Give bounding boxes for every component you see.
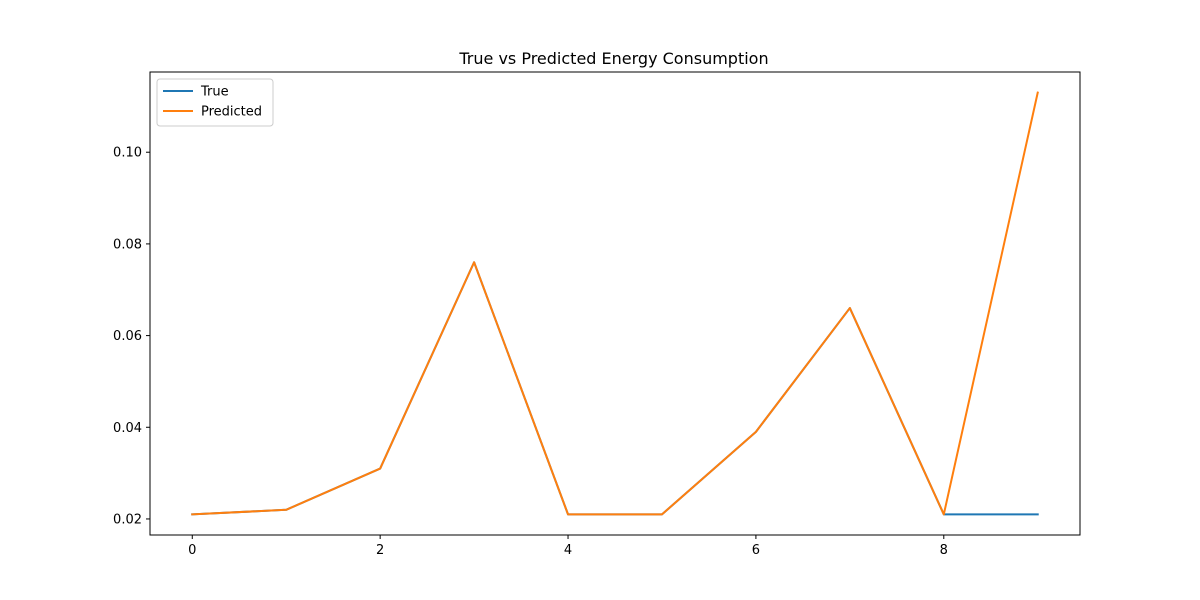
legend-label-predicted: Predicted (201, 105, 262, 120)
x-axis: 0 2 4 6 8 (188, 535, 948, 558)
chart-title: True vs Predicted Energy Consumption (458, 49, 768, 68)
legend: True Predicted (156, 78, 274, 127)
y-tick-label: 0.04 (113, 421, 142, 436)
x-tick-label: 8 (940, 543, 948, 558)
series-layer (191, 91, 1039, 516)
x-tick-label: 4 (564, 543, 572, 558)
plot-frame (149, 71, 1081, 536)
series-line-true (191, 261, 1039, 516)
x-tick-label: 0 (188, 543, 196, 558)
y-tick-label: 0.08 (113, 237, 142, 252)
legend-label-true: True (200, 85, 229, 100)
series-line-predicted (191, 91, 1039, 516)
y-tick-label: 0.10 (113, 146, 142, 161)
y-tick-label: 0.02 (113, 512, 142, 527)
y-axis: 0.02 0.04 0.06 0.08 0.10 (113, 146, 150, 527)
y-tick-label: 0.06 (113, 329, 142, 344)
x-tick-label: 6 (752, 543, 760, 558)
x-tick-label: 2 (376, 543, 384, 558)
